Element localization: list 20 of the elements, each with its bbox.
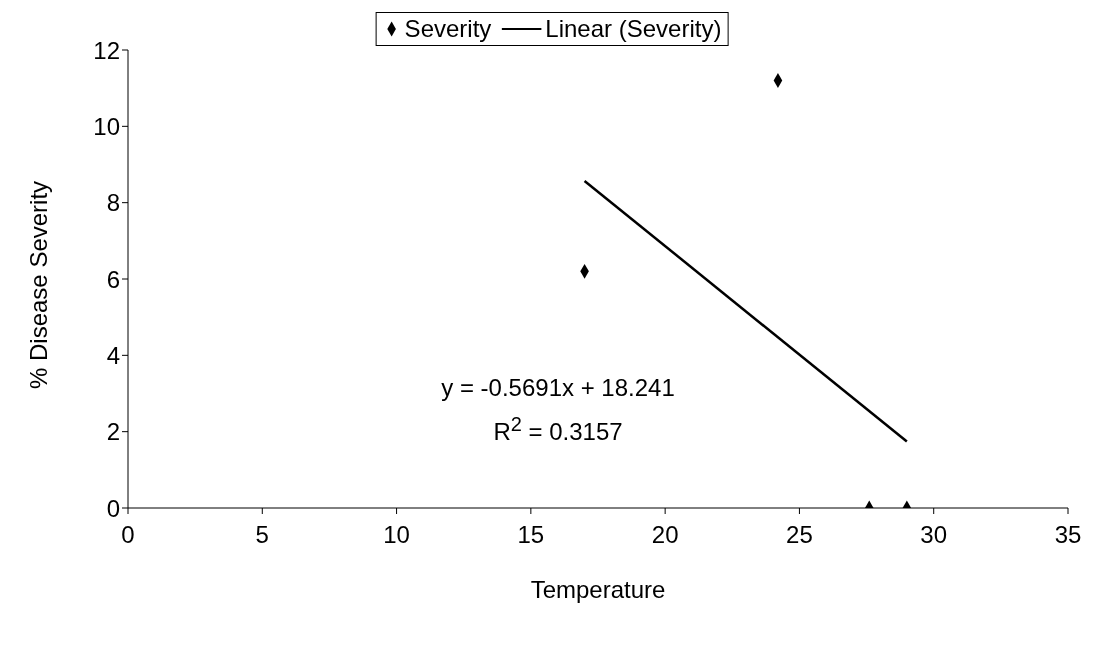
legend-label: Linear (Severity): [545, 15, 722, 43]
y-tick-label: 2: [106, 418, 120, 446]
x-tick-label: 25: [786, 521, 813, 549]
y-axis-title: % Disease Severity: [24, 180, 52, 389]
x-tick-label: 35: [1054, 521, 1082, 549]
y-tick-label: 10: [93, 112, 120, 140]
x-tick-label: 20: [651, 521, 679, 549]
y-tick-label: 4: [106, 341, 120, 369]
annotation: R$^{2}$ = 0.3157: [492, 412, 624, 447]
y-tick-label: 12: [93, 36, 120, 64]
x-tick-label: 30: [920, 521, 948, 549]
x-tick-label: 15: [517, 521, 545, 549]
x-tick-label: 10: [383, 521, 410, 549]
x-axis-title: Temperature: [530, 576, 666, 603]
legend-label: Severity: [404, 15, 492, 43]
y-tick-label: 6: [106, 265, 120, 293]
y-tick-label: 8: [106, 189, 120, 217]
y-tick-label: 0: [106, 494, 120, 522]
x-tick-label: 5: [255, 521, 269, 549]
annotation: y = -0.5691x + 18.241: [440, 373, 676, 403]
